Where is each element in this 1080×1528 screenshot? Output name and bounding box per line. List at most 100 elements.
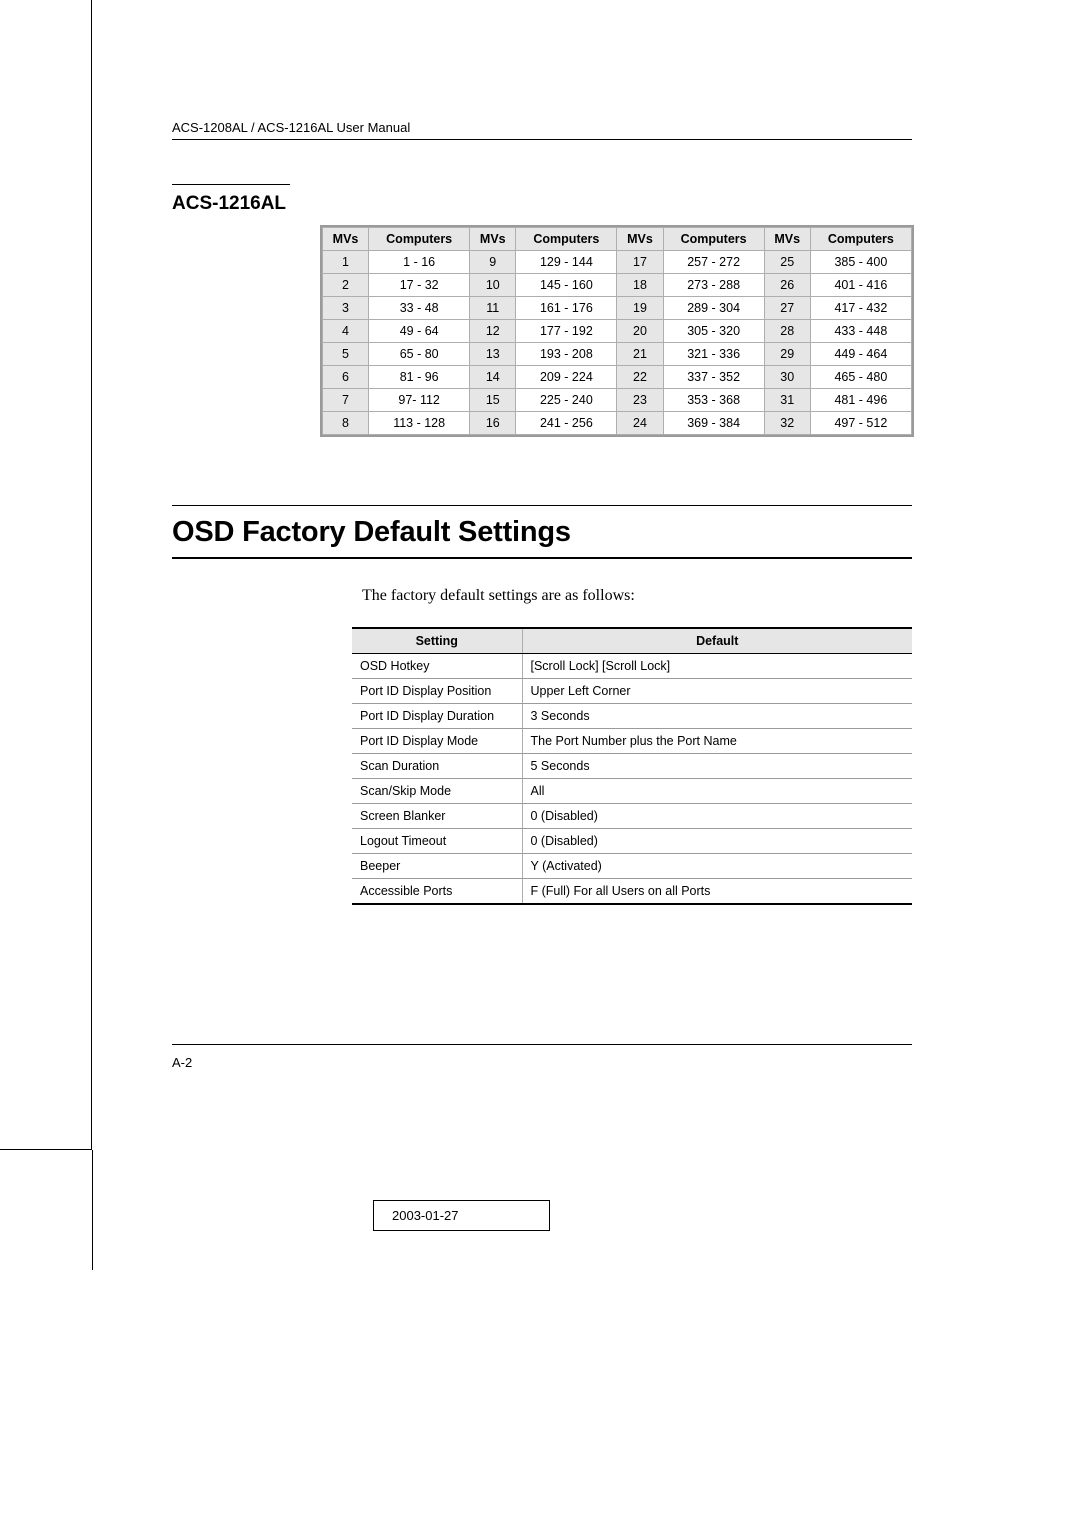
settings-cell: [Scroll Lock] [Scroll Lock] [522, 654, 912, 679]
mvs-cell: 2 [323, 274, 369, 297]
settings-cell: Accessible Ports [352, 879, 522, 905]
settings-cell: Scan Duration [352, 754, 522, 779]
mvs-cell: 27 [764, 297, 810, 320]
mvs-cell: 31 [764, 389, 810, 412]
settings-cell: Port ID Display Position [352, 679, 522, 704]
table-row: 565 - 8013193 - 20821321 - 33629449 - 46… [323, 343, 912, 366]
mvs-header-cell: MVs [764, 228, 810, 251]
settings-cell: Screen Blanker [352, 804, 522, 829]
settings-cell: All [522, 779, 912, 804]
mvs-cell: 65 - 80 [369, 343, 470, 366]
mvs-cell: 321 - 336 [663, 343, 764, 366]
mvs-header-cell: MVs [323, 228, 369, 251]
page-number: A-2 [172, 1055, 192, 1070]
table-row: OSD Hotkey[Scroll Lock] [Scroll Lock] [352, 654, 912, 679]
main-heading: OSD Factory Default Settings [172, 516, 912, 549]
settings-cell: OSD Hotkey [352, 654, 522, 679]
table-row: 8113 - 12816241 - 25624369 - 38432497 - … [323, 412, 912, 435]
table-row: Port ID Display ModeThe Port Number plus… [352, 729, 912, 754]
mvs-cell: 257 - 272 [663, 251, 764, 274]
mvs-cell: 1 - 16 [369, 251, 470, 274]
mvs-cell: 49 - 64 [369, 320, 470, 343]
divider-short [172, 184, 290, 185]
divider-top [172, 505, 912, 506]
crop-mark [0, 0, 92, 1150]
settings-cell: Upper Left Corner [522, 679, 912, 704]
mvs-cell: 193 - 208 [516, 343, 617, 366]
mvs-header-cell: MVs [617, 228, 663, 251]
mvs-cell: 21 [617, 343, 663, 366]
mvs-cell: 481 - 496 [810, 389, 911, 412]
mvs-cell: 177 - 192 [516, 320, 617, 343]
mvs-cell: 81 - 96 [369, 366, 470, 389]
mvs-cell: 29 [764, 343, 810, 366]
mvs-cell: 17 [617, 251, 663, 274]
table-row: Port ID Display PositionUpper Left Corne… [352, 679, 912, 704]
mvs-cell: 16 [470, 412, 516, 435]
mvs-cell: 241 - 256 [516, 412, 617, 435]
table-row: Accessible PortsF (Full) For all Users o… [352, 879, 912, 905]
mvs-cell: 449 - 464 [810, 343, 911, 366]
mvs-cell: 401 - 416 [810, 274, 911, 297]
settings-cell: F (Full) For all Users on all Ports [522, 879, 912, 905]
table-row: Screen Blanker0 (Disabled) [352, 804, 912, 829]
intro-text: The factory default settings are as foll… [362, 587, 912, 605]
mvs-cell: 497 - 512 [810, 412, 911, 435]
mvs-cell: 33 - 48 [369, 297, 470, 320]
settings-cell: 0 (Disabled) [522, 804, 912, 829]
settings-header-cell: Default [522, 628, 912, 654]
settings-header-cell: Setting [352, 628, 522, 654]
mvs-cell: 145 - 160 [516, 274, 617, 297]
table-row: 333 - 4811161 - 17619289 - 30427417 - 43… [323, 297, 912, 320]
document-page: ACS-1208AL / ACS-1216AL User Manual ACS-… [92, 0, 972, 1150]
mvs-cell: 30 [764, 366, 810, 389]
settings-table: SettingDefault OSD Hotkey[Scroll Lock] [… [352, 627, 912, 905]
mvs-cell: 25 [764, 251, 810, 274]
settings-cell: 5 Seconds [522, 754, 912, 779]
running-header: ACS-1208AL / ACS-1216AL User Manual [172, 120, 912, 140]
table-row: 681 - 9614209 - 22422337 - 35230465 - 48… [323, 366, 912, 389]
table-row: 449 - 6412177 - 19220305 - 32028433 - 44… [323, 320, 912, 343]
settings-cell: Beeper [352, 854, 522, 879]
settings-cell: Port ID Display Mode [352, 729, 522, 754]
date-stamp: 2003-01-27 [373, 1200, 550, 1231]
mvs-cell: 10 [470, 274, 516, 297]
mvs-cell: 4 [323, 320, 369, 343]
mvs-cell: 13 [470, 343, 516, 366]
mvs-cell: 11 [470, 297, 516, 320]
mvs-cell: 14 [470, 366, 516, 389]
mvs-cell: 289 - 304 [663, 297, 764, 320]
mvs-cell: 18 [617, 274, 663, 297]
mvs-header-cell: Computers [663, 228, 764, 251]
mvs-cell: 465 - 480 [810, 366, 911, 389]
mvs-cell: 26 [764, 274, 810, 297]
mvs-cell: 12 [470, 320, 516, 343]
mvs-cell: 369 - 384 [663, 412, 764, 435]
mvs-cell: 15 [470, 389, 516, 412]
mvs-cell: 337 - 352 [663, 366, 764, 389]
mvs-cell: 20 [617, 320, 663, 343]
mvs-cell: 273 - 288 [663, 274, 764, 297]
mvs-cell: 353 - 368 [663, 389, 764, 412]
mvs-cell: 24 [617, 412, 663, 435]
mvs-cell: 32 [764, 412, 810, 435]
mvs-cell: 385 - 400 [810, 251, 911, 274]
mvs-cell: 417 - 432 [810, 297, 911, 320]
mvs-cell: 19 [617, 297, 663, 320]
mvs-cell: 9 [470, 251, 516, 274]
mvs-cell: 8 [323, 412, 369, 435]
next-page-strip: 2003-01-27 [92, 1150, 972, 1270]
mvs-cell: 225 - 240 [516, 389, 617, 412]
table-row: BeeperY (Activated) [352, 854, 912, 879]
mvs-cell: 113 - 128 [369, 412, 470, 435]
mvs-cell: 97- 112 [369, 389, 470, 412]
settings-cell: 3 Seconds [522, 704, 912, 729]
table-row: Logout Timeout0 (Disabled) [352, 829, 912, 854]
page-footer: A-2 [172, 1044, 912, 1070]
mvs-cell: 3 [323, 297, 369, 320]
mvs-header-cell: Computers [516, 228, 617, 251]
mvs-cell: 6 [323, 366, 369, 389]
mvs-cell: 305 - 320 [663, 320, 764, 343]
mvs-cell: 28 [764, 320, 810, 343]
mvs-header-cell: MVs [470, 228, 516, 251]
